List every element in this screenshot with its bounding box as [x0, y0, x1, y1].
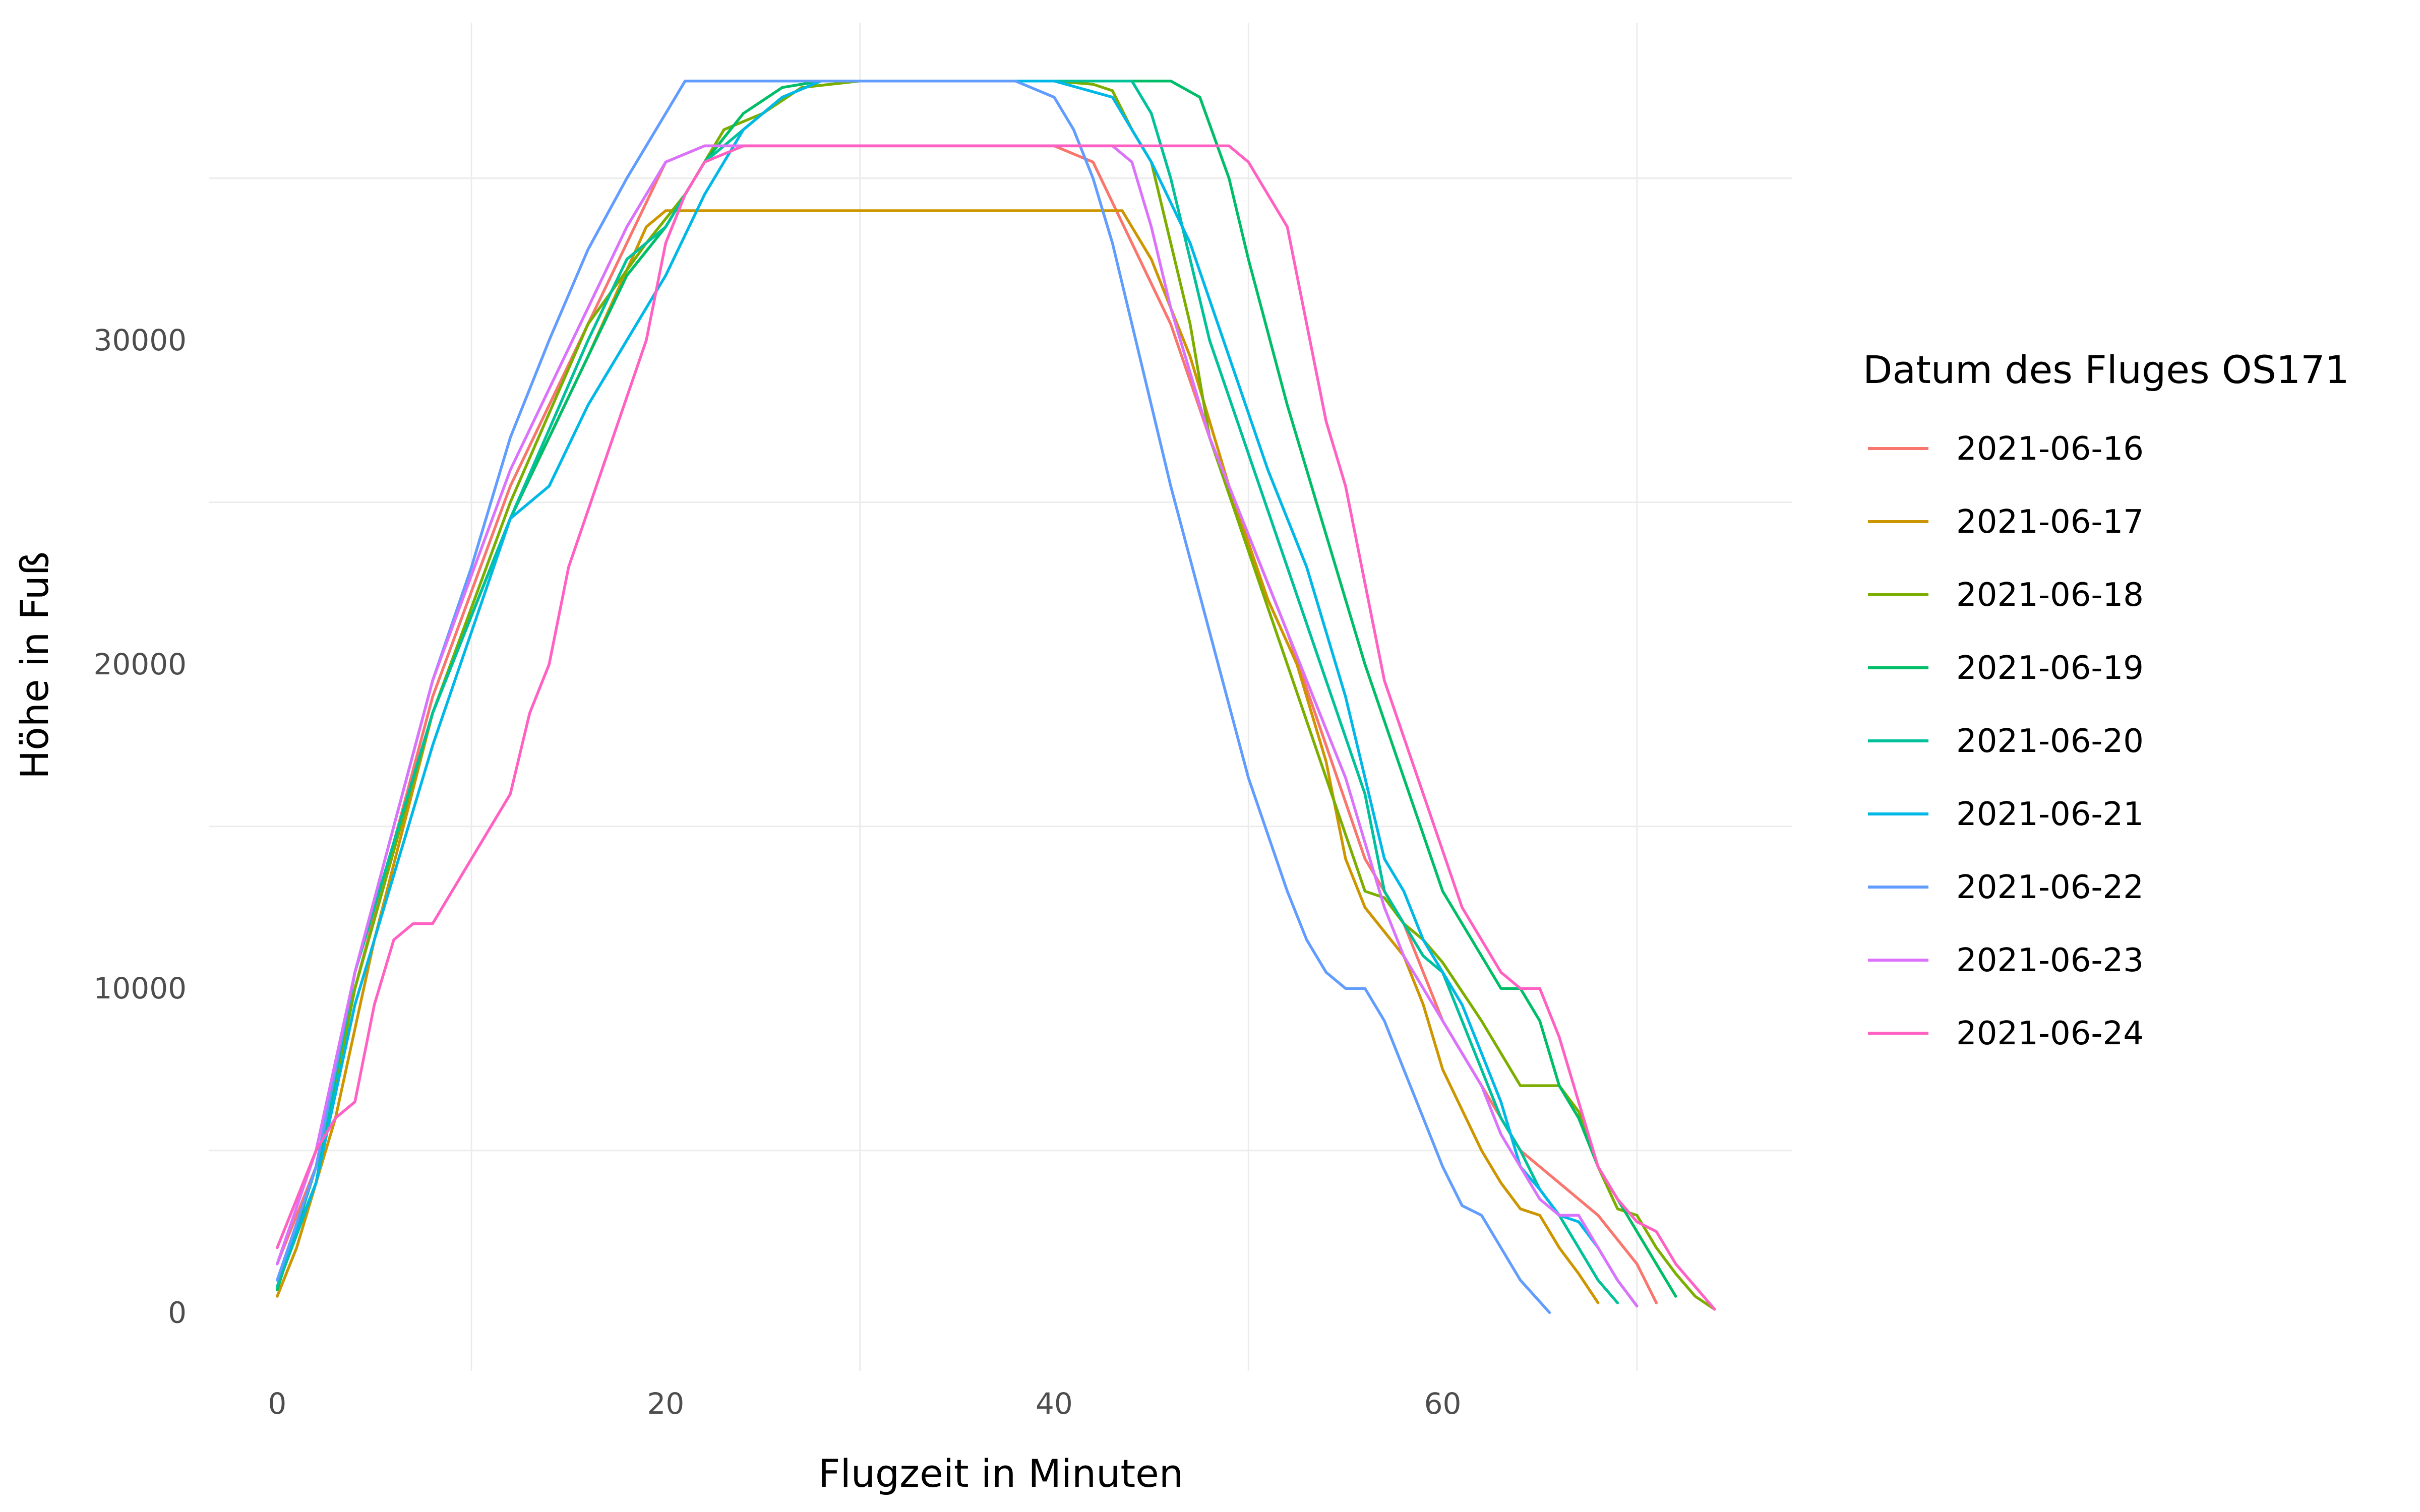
- y-axis-title: Höhe in Fuß: [12, 551, 57, 779]
- legend-label: 2021-06-23: [1956, 942, 2144, 979]
- series-lines: [276, 79, 1716, 1314]
- x-axis-title: Flugzeit in Minuten: [818, 1451, 1183, 1496]
- legend-title: Datum des Fluges OS171: [1863, 347, 2349, 392]
- legend-label: 2021-06-20: [1956, 723, 2144, 760]
- x-tick-label: 60: [1424, 1387, 1462, 1421]
- y-tick-label: 0: [168, 1295, 187, 1330]
- y-tick-label: 10000: [93, 971, 187, 1005]
- legend-label: 2021-06-16: [1956, 430, 2144, 468]
- legend-item: 2021-06-22: [1868, 869, 2144, 906]
- legend: Datum des Fluges OS171 2021-06-16 2021-06…: [1863, 347, 2349, 1052]
- series-line-2021-06-18: [276, 79, 1716, 1311]
- y-tick-label: 20000: [93, 647, 187, 681]
- y-tick-label: 30000: [93, 323, 187, 357]
- legend-item: 2021-06-20: [1868, 723, 2144, 760]
- legend-label: 2021-06-22: [1956, 869, 2144, 906]
- legend-item: 2021-06-17: [1868, 503, 2144, 541]
- legend-label: 2021-06-21: [1956, 796, 2144, 833]
- legend-item: 2021-06-16: [1868, 430, 2144, 468]
- x-tick-label: 0: [268, 1387, 286, 1421]
- legend-label: 2021-06-24: [1956, 1015, 2144, 1052]
- legend-item: 2021-06-24: [1868, 1015, 2144, 1052]
- series-line-2021-06-19: [276, 79, 1677, 1298]
- series-line-2021-06-24: [276, 144, 1716, 1311]
- series-line-2021-06-16: [276, 144, 1658, 1304]
- legend-item: 2021-06-18: [1868, 577, 2144, 614]
- legend-label: 2021-06-18: [1956, 577, 2144, 614]
- grid: [209, 23, 1792, 1371]
- x-tick-label: 20: [647, 1387, 684, 1421]
- series-line-2021-06-23: [276, 144, 1639, 1308]
- legend-item: 2021-06-21: [1868, 796, 2144, 833]
- legend-item: 2021-06-19: [1868, 650, 2144, 687]
- series-line-2021-06-21: [276, 79, 1639, 1308]
- series-line-2021-06-22: [276, 79, 1551, 1314]
- series-line-2021-06-17: [276, 209, 1600, 1304]
- x-tick-label: 40: [1036, 1387, 1073, 1421]
- x-axis-ticks: 0 20 40 60: [268, 1387, 1461, 1421]
- y-axis-ticks: 0 10000 20000 30000: [93, 323, 187, 1330]
- legend-label: 2021-06-17: [1956, 503, 2144, 541]
- legend-label: 2021-06-19: [1956, 650, 2144, 687]
- series-line-2021-06-20: [276, 79, 1619, 1304]
- legend-item: 2021-06-23: [1868, 942, 2144, 979]
